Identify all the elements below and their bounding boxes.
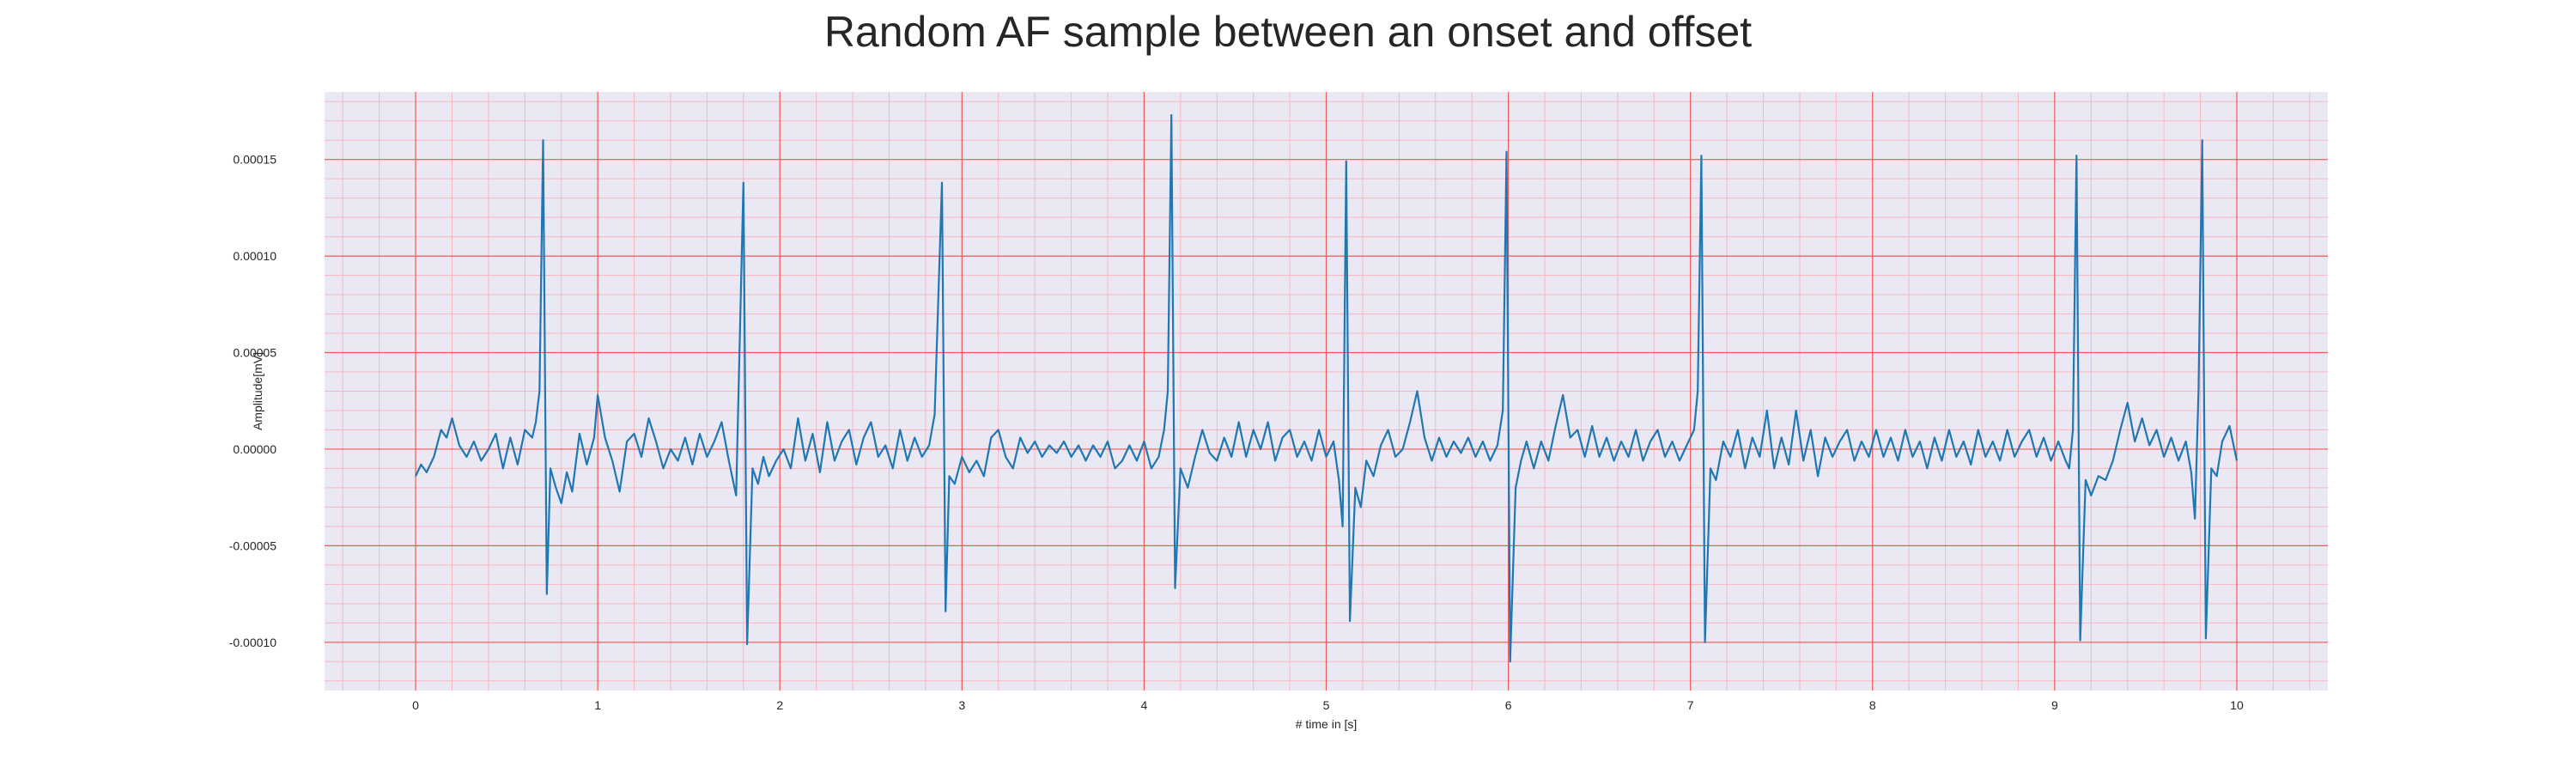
x-tick-label: 0: [412, 698, 419, 712]
x-tick-label: 7: [1687, 698, 1694, 712]
y-axis-ticks: -0.00010 -0.00005 0.00000 0.00005 0.00010 0.0…: [229, 153, 276, 649]
y-axis-label: Amplitude[mV]: [251, 352, 264, 430]
y-tick-label: -0.00010: [229, 636, 276, 649]
x-tick-label: 9: [2051, 698, 2058, 712]
x-axis-label: # time in [s]: [1296, 717, 1358, 731]
ecg-signal-line: [415, 113, 2239, 663]
x-axis-ticks: 0 1 2 3 4 5 6 7 8 9 10: [412, 698, 2244, 712]
chart-title: Random AF sample between an onset and of…: [823, 8, 1753, 56]
x-tick-label: 3: [958, 698, 965, 712]
x-tick-label: 4: [1141, 698, 1148, 712]
x-tick-label: 8: [1869, 698, 1876, 712]
y-tick-label: 0.00010: [233, 249, 276, 263]
y-tick-label: -0.00005: [229, 539, 276, 552]
x-tick-label: 1: [594, 698, 601, 712]
x-tick-label: 6: [1505, 698, 1512, 712]
x-tick-label: 10: [2230, 698, 2244, 712]
x-tick-label: 5: [1323, 698, 1330, 712]
y-tick-label: 0.00015: [233, 153, 276, 167]
y-tick-label: 0.00000: [233, 442, 276, 456]
y-tick-label: 0.00005: [233, 346, 276, 360]
major-grid: [325, 92, 2328, 691]
x-tick-label: 2: [776, 698, 783, 712]
